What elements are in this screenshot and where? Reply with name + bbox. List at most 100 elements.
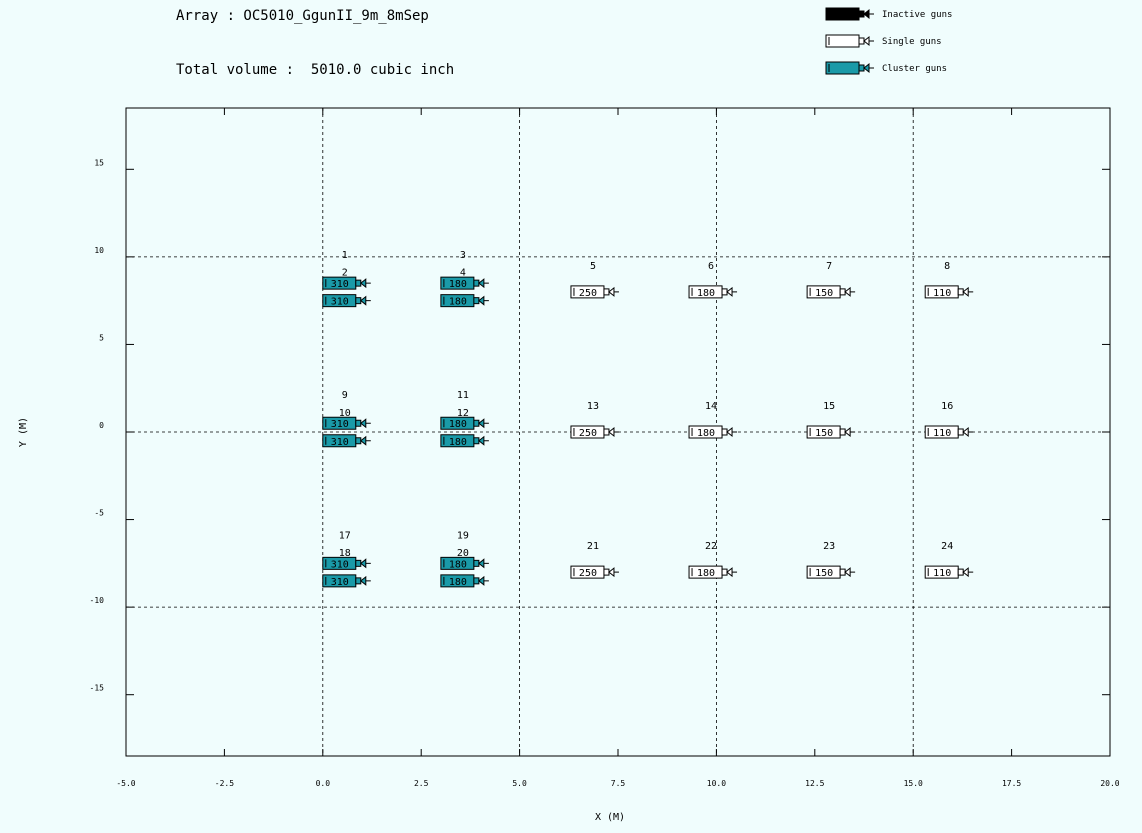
gun-arrow [478, 558, 485, 569]
legend-item-single: Single guns [825, 34, 942, 48]
gun-volume-label: 180 [449, 577, 467, 588]
gun-1: 310 1 [322, 250, 371, 290]
gun-15: 150 15 [806, 401, 856, 439]
gun-16: 110 16 [924, 401, 974, 439]
gun-number: 14 [705, 401, 717, 412]
gun-arrow [359, 575, 367, 586]
gun-19: 180 19 [440, 530, 489, 570]
gun-arrow [478, 295, 485, 306]
gun-21: 250 21 [570, 541, 619, 579]
gun-body [825, 34, 860, 48]
x-tick-label: 20.0 [1100, 779, 1119, 788]
gun-volume-label: 110 [933, 288, 951, 299]
gun-23: 150 23 [806, 541, 856, 579]
gun-volume-label: 310 [331, 279, 349, 290]
gun-arrow [478, 435, 485, 446]
gun-number: 9 [342, 390, 348, 401]
y-tick-label: 15 [94, 158, 104, 167]
gun-number: 23 [823, 541, 835, 552]
gun-volume-label: 180 [449, 559, 467, 570]
gun-number: 20 [457, 548, 469, 559]
gun-22: 180 22 [688, 541, 738, 579]
gun-arrow [726, 567, 733, 578]
gun-number: 3 [460, 250, 466, 261]
gun-volume-label: 180 [697, 428, 715, 439]
x-tick-label: 2.5 [414, 779, 429, 788]
gun-number: 4 [460, 268, 466, 279]
gun-volume-label: 150 [815, 288, 833, 299]
gun-volume-label: 150 [815, 568, 833, 579]
gun-arrow [962, 286, 969, 297]
gun-arrow [608, 286, 615, 297]
x-tick-label: -5.0 [116, 779, 135, 788]
gun-arrow [844, 426, 851, 438]
y-axis-label: Y (M) [18, 417, 29, 447]
gun-arrow [844, 567, 851, 578]
legend-item-inactive: Inactive guns [825, 7, 952, 21]
gun-arrow [359, 435, 367, 446]
gun-number: 12 [457, 408, 469, 419]
gun-number: 13 [587, 401, 599, 412]
gun-24: 110 24 [924, 541, 974, 579]
x-tick-label: 7.5 [611, 779, 626, 788]
gun-number: 8 [944, 261, 950, 272]
gun-volume-label: 110 [933, 428, 951, 439]
gun-arrow [359, 418, 367, 429]
x-tick-label: 0.0 [316, 779, 331, 788]
gun-number: 5 [590, 261, 596, 272]
x-tick-label: 12.5 [805, 779, 824, 788]
gun-body [825, 7, 860, 21]
gun-volume-label: 250 [579, 428, 597, 439]
gun-body [825, 61, 860, 75]
gun-11: 180 11 [440, 390, 489, 430]
gun-arrow [962, 426, 969, 438]
gun-number: 18 [339, 548, 351, 559]
y-tick-labels: 15 10 5 0 -5 -10 -15 [90, 158, 105, 692]
y-tick-label: -15 [90, 684, 105, 693]
gun-arrow [863, 35, 870, 47]
y-tick-label: 0 [99, 421, 104, 430]
gun-volume-label: 150 [815, 428, 833, 439]
gun-number: 1 [342, 250, 348, 261]
gun-13: 250 13 [570, 401, 619, 439]
gun-volume-label: 310 [331, 297, 349, 308]
gun-number: 24 [941, 541, 953, 552]
gun-volume-label: 250 [579, 568, 597, 579]
x-tick-label: -2.5 [215, 779, 234, 788]
gun-number: 21 [587, 541, 599, 552]
gun-volume-label: 180 [697, 288, 715, 299]
gun-volume-label: 310 [331, 559, 349, 570]
gun-arrow [359, 295, 367, 306]
gun-arrow [726, 426, 733, 438]
x-tick-labels: -5.0 -2.5 0.0 2.5 5.0 7.5 10.0 12.5 15.0 17.5 20.0 [116, 779, 1119, 788]
gun-volume-label: 310 [331, 419, 349, 430]
gun-volume-label: 250 [579, 288, 597, 299]
x-tick-label: 17.5 [1002, 779, 1021, 788]
legend-label: Single guns [882, 37, 942, 47]
legend-label: Cluster guns [882, 64, 947, 74]
gun-number: 6 [708, 261, 714, 272]
gun-number: 15 [823, 401, 835, 412]
gun-volume-label: 310 [331, 577, 349, 588]
y-tick-label: 10 [94, 246, 104, 255]
gun-number: 16 [941, 401, 953, 412]
legend-item-cluster: Cluster guns [825, 61, 947, 75]
gun-arrow [962, 567, 969, 578]
x-tick-label: 10.0 [707, 779, 726, 788]
gun-volume-label: 180 [697, 568, 715, 579]
legend-label: Inactive guns [882, 10, 952, 20]
total-volume: Total volume : 5010.0 cubic inch [176, 62, 455, 78]
gun-number: 22 [705, 541, 717, 552]
gun-number: 10 [339, 408, 351, 419]
gun-9: 310 9 [322, 390, 371, 430]
gun-5: 250 5 [570, 261, 619, 299]
y-tick-label: -10 [90, 596, 105, 605]
gun-arrow [608, 426, 615, 438]
